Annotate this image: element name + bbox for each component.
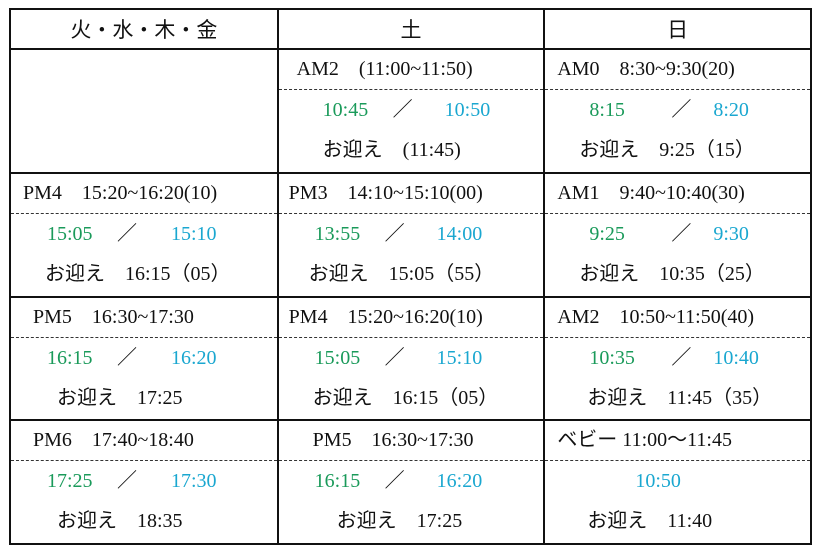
pickup-time: お迎え 16:15（05） [45, 263, 231, 285]
dropoff-times: 15:05 ／ 15:10 [11, 214, 277, 254]
schedule-table: 火・水・木・金 土 日 AM2 (11:00~11:50) 10:45 ／ 10:50… [9, 8, 812, 545]
class-block: PM5 16:30~17:30 16:15 ／ 16:20 お迎え 17:25 [11, 298, 277, 419]
session-time: PM4 15:20~16:20(10) [11, 174, 277, 214]
departure-time: 10:50 [635, 470, 681, 492]
pickup-time: お迎え 10:35（25） [579, 263, 765, 285]
pickup-time: お迎え 11:40 [587, 510, 713, 532]
departure-time: 15:10 [171, 223, 217, 245]
arrival-time: 15:05 [314, 347, 361, 369]
class-block: PM4 15:20~16:20(10) 15:05 ／ 15:10 お迎え 16:15（… [11, 174, 277, 296]
separator-slash: ／ [392, 99, 413, 121]
departure-time: 14:00 [436, 223, 483, 245]
pickup-time: お迎え 16:15（05） [312, 387, 499, 409]
separator-slash: ／ [671, 99, 692, 121]
separator-slash: ／ [671, 347, 692, 369]
arrival-time: 13:55 [314, 223, 361, 245]
pickup-time: お迎え 18:35 [57, 510, 183, 532]
pickup-time: お迎え 11:45（35） [587, 387, 773, 409]
pickup-time: お迎え 17:25 [336, 510, 463, 532]
departure-time: 16:20 [171, 347, 217, 369]
class-block: AM2 (11:00~11:50) 10:45 ／ 10:50 お迎え (11:45) [278, 50, 544, 172]
session-time: PM4 15:20~16:20(10) [278, 298, 544, 338]
cell-weekdays: PM4 15:20~16:20(10) 15:05 ／ 15:10 お迎え 16:15（… [9, 172, 279, 298]
class-block: AM0 8:30~9:30(20) 8:15 ／ 8:20 お迎え 9:25（15） [545, 50, 810, 172]
header-row: 火・水・木・金 土 日 [9, 8, 812, 50]
departure-time: 15:10 [436, 347, 483, 369]
dropoff-times: 15:05 ／ 15:10 [279, 338, 544, 378]
class-block: PM6 17:40~18:40 17:25 ／ 17:30 お迎え 18:35 [11, 421, 277, 543]
pickup-time: お迎え 15:05（55） [308, 263, 495, 285]
departure-time: 10:40 [713, 347, 759, 369]
empty-cell [11, 50, 277, 172]
session-time: PM5 16:30~17:30 [11, 298, 277, 338]
class-block: PM4 15:20~16:20(10) 15:05 ／ 15:10 お迎え 16:15（… [278, 298, 544, 419]
separator-slash: ／ [671, 223, 692, 245]
pickup-time: お迎え 9:25（15） [579, 139, 755, 161]
session-time: AM2 (11:00~11:50) [278, 50, 544, 90]
arrival-time: 16:15 [314, 470, 361, 492]
dropoff-times: 9:25 ／ 9:30 [545, 214, 810, 254]
session-time: PM3 14:10~15:10(00) [278, 174, 544, 214]
departure-time: 16:20 [436, 470, 483, 492]
arrival-time: 9:25 [589, 223, 625, 245]
pickup-time: お迎え (11:45) [322, 139, 461, 161]
schedule-row: PM4 15:20~16:20(10) 15:05 ／ 15:10 お迎え 16:15（… [9, 172, 812, 298]
cell-sunday: AM2 10:50~11:50(40) 10:35 ／ 10:40 お迎え 11:45（… [543, 296, 812, 421]
separator-slash: ／ [384, 470, 405, 492]
session-time: AM0 8:30~9:30(20) [545, 50, 810, 90]
cell-weekdays: PM5 16:30~17:30 16:15 ／ 16:20 お迎え 17:25 [9, 296, 279, 421]
class-block: PM3 14:10~15:10(00) 13:55 ／ 14:00 お迎え 15:05（… [278, 174, 544, 296]
departure-time: 17:30 [171, 470, 217, 492]
separator-slash: ／ [384, 347, 405, 369]
cell-weekdays [9, 48, 279, 174]
cell-sunday: AM0 8:30~9:30(20) 8:15 ／ 8:20 お迎え 9:25（15） [543, 48, 812, 174]
dropoff-times: 16:15 ／ 16:20 [279, 461, 544, 501]
arrival-time: 17:25 [47, 470, 93, 492]
schedule-row: PM6 17:40~18:40 17:25 ／ 17:30 お迎え 18:35 PM5 1… [9, 419, 812, 545]
arrival-time: 16:15 [47, 347, 93, 369]
dropoff-times: 13:55 ／ 14:00 [279, 214, 544, 254]
arrival-time: 8:15 [589, 99, 625, 121]
schedule-row: PM5 16:30~17:30 16:15 ／ 16:20 お迎え 17:25 PM4 1… [9, 296, 812, 421]
class-block: AM2 10:50~11:50(40) 10:35 ／ 10:40 お迎え 11:45（… [545, 298, 810, 419]
arrival-time: 10:35 [589, 347, 635, 369]
cell-saturday: AM2 (11:00~11:50) 10:45 ／ 10:50 お迎え (11:45) [276, 48, 546, 174]
cell-saturday: PM5 16:30~17:30 16:15 ／ 16:20 お迎え 17:25 [276, 419, 546, 545]
dropoff-times: 17:25 ／ 17:30 [11, 461, 277, 501]
cell-weekdays: PM6 17:40~18:40 17:25 ／ 17:30 お迎え 18:35 [9, 419, 279, 545]
session-time: PM6 17:40~18:40 [11, 421, 277, 461]
session-time: PM5 16:30~17:30 [278, 421, 544, 461]
session-time: ベビー 11:00～11:45 [545, 421, 810, 461]
class-block: AM1 9:40~10:40(30) 9:25 ／ 9:30 お迎え 10:35（25） [545, 174, 810, 296]
departure-time: 10:50 [444, 99, 491, 121]
schedule-row: AM2 (11:00~11:50) 10:45 ／ 10:50 お迎え (11:45) A… [9, 48, 812, 174]
cell-sunday: ベビー 11:00～11:45 10:50 お迎え 11:40 [543, 419, 812, 545]
dropoff-times: 16:15 ／ 16:20 [11, 338, 277, 378]
separator-slash: ／ [117, 470, 137, 492]
dropoff-times: 10:45 ／ 10:50 [279, 90, 544, 130]
dropoff-times: 10:50 [545, 461, 810, 501]
class-block: ベビー 11:00～11:45 10:50 お迎え 11:40 [545, 421, 810, 543]
cell-sunday: AM1 9:40~10:40(30) 9:25 ／ 9:30 お迎え 10:35（25） [543, 172, 812, 298]
header-saturday: 土 [276, 8, 546, 50]
arrival-time: 10:45 [322, 99, 369, 121]
session-time: AM1 9:40~10:40(30) [545, 174, 810, 214]
dropoff-times: 8:15 ／ 8:20 [545, 90, 810, 130]
dropoff-times: 10:35 ／ 10:40 [545, 338, 810, 378]
separator-slash: ／ [117, 347, 137, 369]
header-sunday: 日 [543, 8, 812, 50]
departure-time: 8:20 [713, 99, 749, 121]
cell-saturday: PM3 14:10~15:10(00) 13:55 ／ 14:00 お迎え 15:05（… [276, 172, 546, 298]
departure-time: 9:30 [713, 223, 749, 245]
session-time: AM2 10:50~11:50(40) [545, 298, 810, 338]
separator-slash: ／ [384, 223, 405, 245]
separator-slash: ／ [117, 223, 137, 245]
arrival-time: 15:05 [47, 223, 93, 245]
header-weekdays: 火・水・木・金 [9, 8, 279, 50]
cell-saturday: PM4 15:20~16:20(10) 15:05 ／ 15:10 お迎え 16:15（… [276, 296, 546, 421]
pickup-time: お迎え 17:25 [57, 387, 183, 409]
class-block: PM5 16:30~17:30 16:15 ／ 16:20 お迎え 17:25 [278, 421, 544, 543]
